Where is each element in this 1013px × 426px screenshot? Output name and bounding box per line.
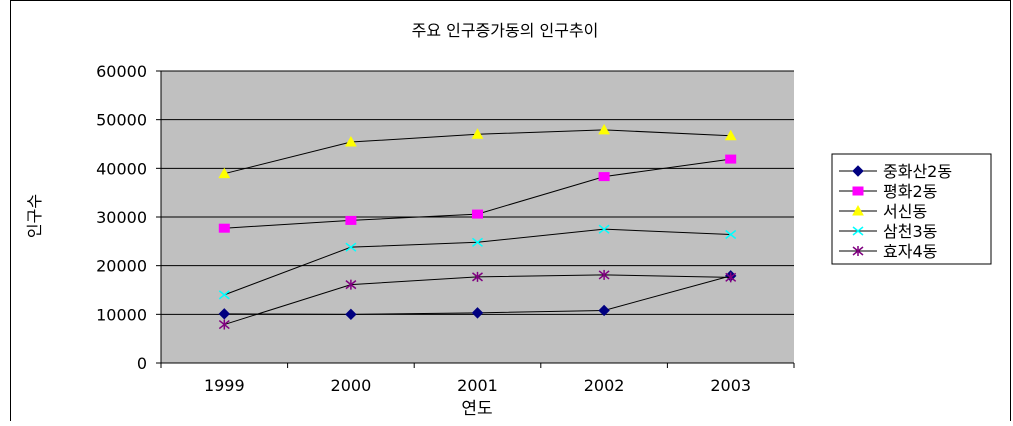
legend-marker xyxy=(852,165,864,177)
x-axis-label: 연도 xyxy=(461,399,492,419)
data-point xyxy=(345,279,357,290)
data-point xyxy=(472,209,483,219)
data-point xyxy=(218,167,231,179)
y-tick-labels: 0 10000 20000 30000 40000 50000 60000 xyxy=(96,62,147,373)
legend-label: 중화산2동 xyxy=(883,162,952,181)
data-point xyxy=(471,128,484,139)
data-point xyxy=(725,229,737,240)
y-tick-label: 10000 xyxy=(96,305,147,324)
data-point xyxy=(471,307,484,319)
legend-label: 삼천3동 xyxy=(883,222,937,241)
line-chart: 주요 인구증가동의 인구추이 0 10000 20000 30000 40000 5000… xyxy=(25,21,992,419)
data-point xyxy=(724,129,737,141)
data-point xyxy=(345,242,357,252)
data-point xyxy=(725,272,737,283)
x-tick-label: 2002 xyxy=(584,376,625,395)
y-tick-label: 0 xyxy=(137,354,147,373)
legend-marker xyxy=(852,186,864,196)
chart-title: 주요 인구증가동의 인구추이 xyxy=(412,21,599,40)
data-point xyxy=(472,271,483,282)
y-tick-label: 30000 xyxy=(96,208,147,227)
data-point xyxy=(725,154,737,164)
axes xyxy=(156,70,795,368)
legend-marker xyxy=(852,246,864,256)
x-tick-label: 1999 xyxy=(204,376,245,395)
x-tick-label: 2003 xyxy=(710,376,751,395)
data-point xyxy=(345,215,357,225)
data-point xyxy=(345,136,357,147)
data-point xyxy=(598,172,610,182)
y-tick-label: 60000 xyxy=(96,62,147,81)
legend-label: 서신동 xyxy=(883,202,927,221)
data-point xyxy=(598,224,610,234)
legend-marker xyxy=(852,226,864,236)
data-point xyxy=(218,319,230,330)
y-axis-label: 인구수 xyxy=(25,194,44,238)
data-point xyxy=(598,269,610,280)
y-tick-label: 40000 xyxy=(96,159,147,178)
data-point xyxy=(345,308,357,321)
data-point xyxy=(598,123,610,135)
data-point xyxy=(218,308,231,320)
y-tick-label: 50000 xyxy=(96,111,147,130)
x-tick-label: 2000 xyxy=(331,376,372,395)
series-lines xyxy=(218,123,737,330)
data-point xyxy=(218,223,230,233)
data-point xyxy=(472,237,483,247)
legend-label: 평화2동 xyxy=(883,182,937,201)
data-point xyxy=(598,304,610,317)
legend-label: 효자4동 xyxy=(883,242,937,261)
x-tick-label: 2001 xyxy=(457,376,498,395)
chart-frame: 주요 인구증가동의 인구추이 0 10000 20000 30000 40000 5000… xyxy=(10,0,1011,421)
x-tick-labels: 1999 2000 2001 2002 2003 xyxy=(204,376,751,395)
legend-marker xyxy=(852,204,864,216)
data-point xyxy=(218,290,230,300)
y-tick-label: 20000 xyxy=(96,257,147,276)
